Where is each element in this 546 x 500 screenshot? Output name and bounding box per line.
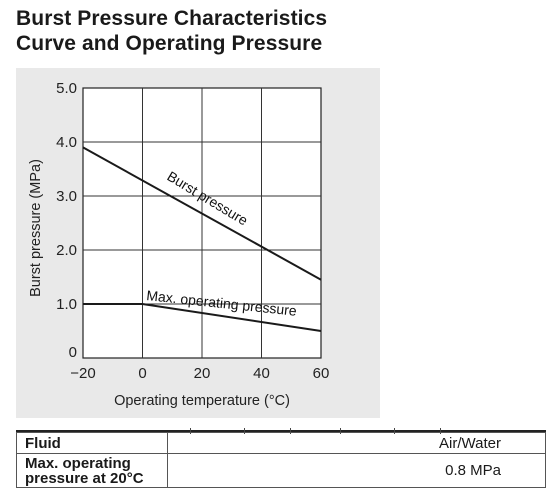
series-lines: [82, 146, 322, 332]
page-title-line-1: Burst Pressure Characteristics: [16, 7, 328, 30]
x-tick-label: 40: [253, 365, 270, 382]
table-header-tick: [440, 428, 441, 434]
x-tick-label: 20: [194, 365, 211, 382]
spec-table: Fluid Air/Water Max. operating pressure …: [16, 432, 546, 488]
burst-pressure-chart: −20 0 20 40 60 0 1.0 2.0 3.0 4.0 5.0 Burst pressur…: [28, 80, 329, 409]
table-row-max-pressure: Max. operating pressure at 20°C 0.8 MPa: [16, 453, 546, 488]
y-tick-label: 4.0: [56, 134, 77, 151]
table-key: Fluid: [16, 432, 168, 454]
page-title: Burst Pressure Characteristics Curve and…: [16, 6, 327, 56]
series-line-max-operating-pressure: [83, 303, 322, 332]
y-tick-label: 5.0: [56, 80, 77, 97]
table-value: 0.8 MPa: [167, 453, 546, 488]
table-value: Air/Water: [167, 432, 546, 454]
y-tick-label: 2.0: [56, 242, 77, 259]
x-tick-label: 0: [138, 365, 146, 382]
table-header-tick: [190, 428, 191, 434]
table-header-tick: [394, 428, 395, 434]
table-header-tick: [340, 428, 341, 434]
x-axis-label: Operating temperature (°C): [114, 393, 290, 409]
x-tick-label: −20: [70, 365, 95, 382]
y-tick-label: 1.0: [56, 296, 77, 313]
series-line-burst-pressure: [82, 146, 322, 281]
tick-labels: −20 0 20 40 60 0 1.0 2.0 3.0 4.0 5.0: [56, 80, 329, 382]
y-tick-label: 0: [69, 344, 77, 361]
table-row-fluid: Fluid Air/Water: [16, 432, 546, 454]
y-axis-label: Burst pressure (MPa): [28, 159, 44, 297]
table-header-tick: [244, 428, 245, 434]
x-tick-label: 60: [313, 365, 330, 382]
table-header-tick: [290, 428, 291, 434]
y-tick-label: 3.0: [56, 188, 77, 205]
chart-panel: −20 0 20 40 60 0 1.0 2.0 3.0 4.0 5.0 Burst pressur…: [16, 68, 380, 418]
table-key: Max. operating pressure at 20°C: [16, 453, 168, 488]
page-title-line-2: Curve and Operating Pressure: [16, 32, 323, 55]
table-top-rule: [16, 430, 546, 432]
